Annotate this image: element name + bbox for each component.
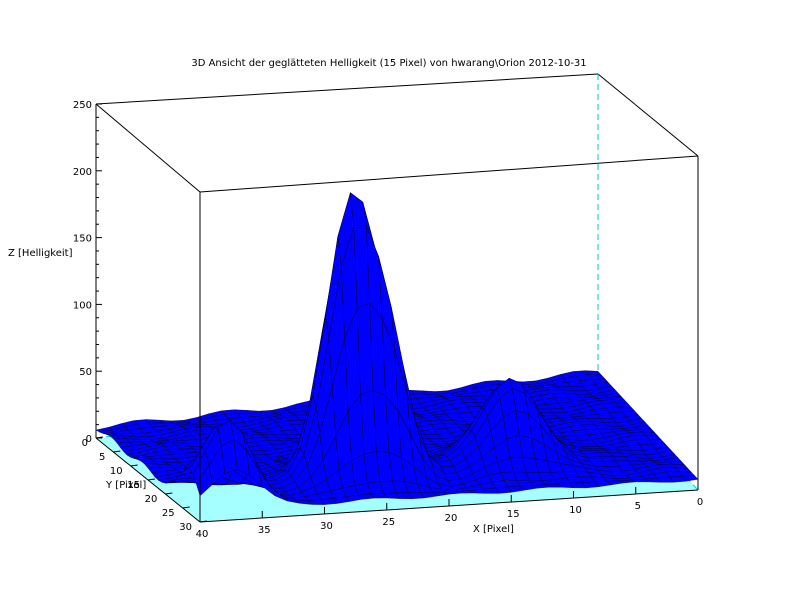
y-tick-label: 20	[145, 494, 158, 505]
y-tick	[165, 492, 173, 495]
y-tick	[113, 450, 121, 453]
y-tick	[199, 520, 208, 523]
x-axis-label: X [Pixel]	[473, 524, 514, 535]
y-tick-label: 0	[82, 438, 88, 449]
surface-mesh	[95, 192, 699, 505]
y-axis-label: Y [Pixel]	[105, 480, 146, 491]
z-tick-label: 250	[73, 100, 92, 111]
z-tick-label: 100	[73, 300, 92, 311]
z-axis-label: Z [Helligkeit]	[8, 248, 73, 259]
y-tick-label: 10	[110, 466, 123, 477]
x-axis: 0 5 10 15 20 25 30 35 40	[196, 483, 703, 540]
y-tick-label: 15	[127, 480, 140, 491]
x-tick-label: 5	[635, 501, 641, 512]
z-tick-label: 50	[79, 367, 92, 378]
y-tick-label: 25	[162, 508, 175, 519]
y-axis: 05 10 15 20 25 30	[82, 436, 208, 533]
x-tick-label: 10	[569, 505, 582, 516]
z-tick-label: 200	[73, 167, 92, 178]
x-tick-label: 0	[697, 497, 703, 508]
y-tick	[182, 506, 190, 509]
z-tick-label: 150	[73, 234, 92, 245]
y-tick	[95, 436, 104, 439]
y-tick-label: 30	[179, 522, 192, 533]
x-tick-label: 40	[196, 529, 209, 540]
y-tick	[147, 478, 156, 481]
axes-box-back	[95, 73, 699, 438]
y-tick-label: 5	[99, 452, 105, 463]
x-tick-label: 30	[320, 521, 333, 532]
x-tick-label: 35	[258, 525, 271, 536]
chart-title: 3D Ansicht der geglätteten Helligkeit (1…	[191, 58, 586, 69]
z-axis: 0 50 100 150 200 250	[73, 100, 102, 445]
x-tick-label: 20	[445, 513, 458, 524]
y-tick	[130, 464, 138, 467]
x-tick-label: 25	[382, 517, 395, 528]
x-tick-label: 15	[507, 509, 520, 520]
z-tick-label: 0	[86, 434, 92, 445]
surface-patch	[681, 475, 699, 482]
